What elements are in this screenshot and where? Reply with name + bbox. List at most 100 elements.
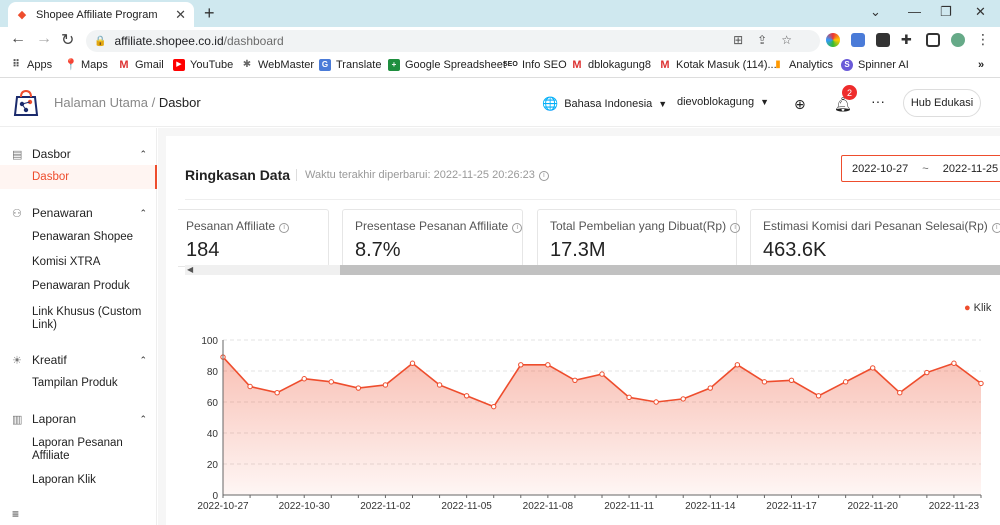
language-selector[interactable]: 🌐 Bahasa Indonesia ▼ [542, 96, 668, 111]
user-menu[interactable]: dievoblokagung ▼ [677, 96, 769, 108]
globe-settings-icon[interactable]: ⊕ [794, 96, 806, 112]
bookmark-maps[interactable]: 📍 Maps [64, 59, 108, 71]
x-tick-label: 2022-11-05 [441, 501, 492, 512]
date-end: 2022-11-25 [942, 162, 999, 175]
shopee-affiliate-logo-icon[interactable] [13, 89, 39, 117]
metric-label: Pesanan Affiliate [186, 219, 276, 233]
sidepanel-icon[interactable] [926, 33, 940, 47]
sidebar-group-laporan[interactable]: ▥ Laporan ⌃ [12, 412, 147, 426]
bookmark-translate[interactable]: G Translate [319, 59, 381, 71]
webmaster-icon: ✱ [242, 59, 252, 70]
x-tick-label: 2022-11-23 [929, 501, 980, 512]
puzzle-icon[interactable]: ✚ [901, 32, 912, 47]
sidebar-group-penawaran[interactable]: ⚇ Penawaran ⌃ [12, 206, 147, 220]
metric-card-estimasi-komisi[interactable]: Estimasi Komisi dari Pesanan Selesai(Rp)… [750, 209, 1000, 267]
bookmark-youtube[interactable]: ▶ YouTube [173, 59, 233, 71]
user-icon: ⚇ [12, 207, 22, 220]
maps-pin-icon: 📍 [64, 59, 78, 71]
sidebar-item-link-khusus[interactable]: Link Khusus (Custom Link) [32, 306, 142, 331]
omnibox-actions[interactable]: ⊞⇪☆ [733, 33, 806, 47]
sidebar-group-kreatif[interactable]: ☀ Kreatif ⌃ [12, 353, 147, 367]
close-window-icon[interactable]: ✕ [975, 4, 986, 19]
data-point [734, 362, 741, 368]
new-tab-icon[interactable]: + [204, 3, 215, 23]
hub-edukasi-button[interactable]: Hub Edukasi [903, 89, 981, 117]
data-point [870, 365, 876, 371]
gmail-icon: M [660, 59, 670, 71]
extension-color-icon[interactable] [826, 33, 840, 47]
bell-icon[interactable]: 🔔︎ [834, 96, 852, 112]
bookmark-kotak-masuk[interactable]: M Kotak Masuk (114)... [660, 59, 777, 71]
bookmark-spinner-ai[interactable]: S Spinner AI [841, 59, 909, 71]
breadcrumb-home[interactable]: Halaman Utama [54, 95, 148, 110]
date-separator: ~ [922, 162, 929, 175]
bookmarks-bar: ⠿ Apps 📍 Maps M Gmail ▶ YouTube ✱ WebMaster G… [0, 54, 1000, 78]
data-point [572, 377, 578, 384]
reload-icon[interactable]: ↻ [61, 32, 75, 49]
klik-chart[interactable]: 0 20 40 60 80 100 2022-10-27 2022-10-30 2022-11-… [166, 136, 1000, 525]
sidebar-item-penawaran-produk[interactable]: Penawaran Produk [32, 280, 130, 292]
sidebar-item-penawaran-shopee[interactable]: Penawaran Shopee [32, 231, 134, 243]
menu-dots-icon[interactable]: ⋮ [976, 31, 990, 47]
bookmark-webmaster[interactable]: ✱ WebMaster [242, 59, 315, 71]
forward-icon[interactable]: → [36, 30, 52, 47]
breadcrumb: Halaman Utama / Dasbor [54, 95, 201, 110]
bookmark-apps[interactable]: ⠿ Apps [10, 59, 52, 71]
collapse-sidebar-icon[interactable]: ≡ [12, 507, 20, 521]
sidebar-item-dasbor[interactable]: Dasbor [32, 171, 70, 183]
browser-tab-bar: ◆ Shopee Affiliate Program ✕ + ⌄ — ❐ ✕ [0, 0, 1000, 27]
close-tab-icon[interactable]: ✕ [175, 6, 186, 22]
more-icon[interactable]: ··· [871, 93, 885, 109]
sidebar-group-dasbor[interactable]: ▤ Dasbor ⌃ [12, 147, 147, 161]
data-point [951, 360, 957, 366]
sidebar-item-tampilan-produk[interactable]: Tampilan Produk [32, 377, 118, 389]
metrics-scrollbar[interactable]: ◀ [185, 265, 1000, 275]
data-point [815, 393, 822, 399]
x-tick-label: 2022-11-14 [685, 501, 736, 512]
y-tick-label: 20 [207, 460, 219, 471]
more-bookmarks-icon[interactable]: » [978, 59, 985, 71]
browser-tab[interactable]: ◆ Shopee Affiliate Program ✕ [8, 2, 194, 27]
chevron-down-icon[interactable]: ⌄ [870, 4, 881, 19]
gmail-icon: M [572, 59, 582, 71]
lightbulb-icon: ☀ [12, 354, 22, 367]
profile-avatar-icon[interactable] [951, 33, 965, 47]
data-point [247, 383, 253, 390]
data-point [842, 379, 849, 385]
translate-extension-icon[interactable] [851, 33, 865, 47]
data-point [436, 382, 443, 388]
tab-title: Shopee Affiliate Program [36, 8, 158, 21]
data-point [491, 403, 497, 410]
date-range-picker[interactable]: 2022-10-27 ~ 2022-11-25 [841, 155, 1000, 182]
scroll-left-icon[interactable]: ◀ [187, 265, 194, 274]
back-icon[interactable]: ← [10, 30, 26, 47]
minimize-icon[interactable]: — [908, 4, 921, 19]
main-content: Ringkasan Data Waktu terakhir diperbarui… [158, 128, 1000, 525]
metric-card-total-pembelian[interactable]: Total Pembelian yang Dibuat(Rp) i 17.3M [537, 209, 741, 267]
info-icon[interactable]: i [512, 223, 523, 233]
info-icon[interactable]: i [730, 223, 741, 233]
maximize-icon[interactable]: ❐ [940, 4, 952, 19]
info-icon[interactable]: i [991, 223, 1000, 233]
data-point [274, 390, 280, 396]
data-point [409, 360, 416, 366]
bookmark-analytics[interactable]: ▮ Analytics [772, 59, 833, 71]
metric-card-presentase[interactable]: Presentase Pesanan Affiliate i 8.7% [342, 209, 523, 267]
bookmark-info-seo[interactable]: SEO Info SEO [503, 59, 567, 71]
breadcrumb-separator: / [151, 95, 156, 110]
sidebar-item-laporan-pesanan[interactable]: Laporan Pesanan Affiliate [32, 437, 123, 462]
m-extension-icon[interactable] [876, 33, 890, 47]
info-icon[interactable]: i [279, 223, 290, 233]
chart-legend[interactable]: ● Klik [964, 302, 991, 314]
info-icon[interactable]: i [538, 171, 549, 181]
scrollbar-thumb[interactable] [340, 265, 1000, 275]
chevron-up-icon: ⌃ [139, 148, 147, 159]
sidebar-item-laporan-klik[interactable]: Laporan Klik [32, 474, 96, 486]
bookmark-gmail[interactable]: M Gmail [119, 59, 164, 71]
metric-value: 8.7% [355, 239, 401, 261]
y-tick-label: 100 [201, 336, 218, 347]
sidebar-item-komisi-xtra[interactable]: Komisi XTRA [32, 256, 101, 268]
bookmark-spreadsheet[interactable]: + Google Spreadsheet [388, 59, 506, 71]
url-field[interactable]: 🔒 affiliate.shopee.co.id/dashboard ⊞⇪☆ [86, 30, 820, 52]
